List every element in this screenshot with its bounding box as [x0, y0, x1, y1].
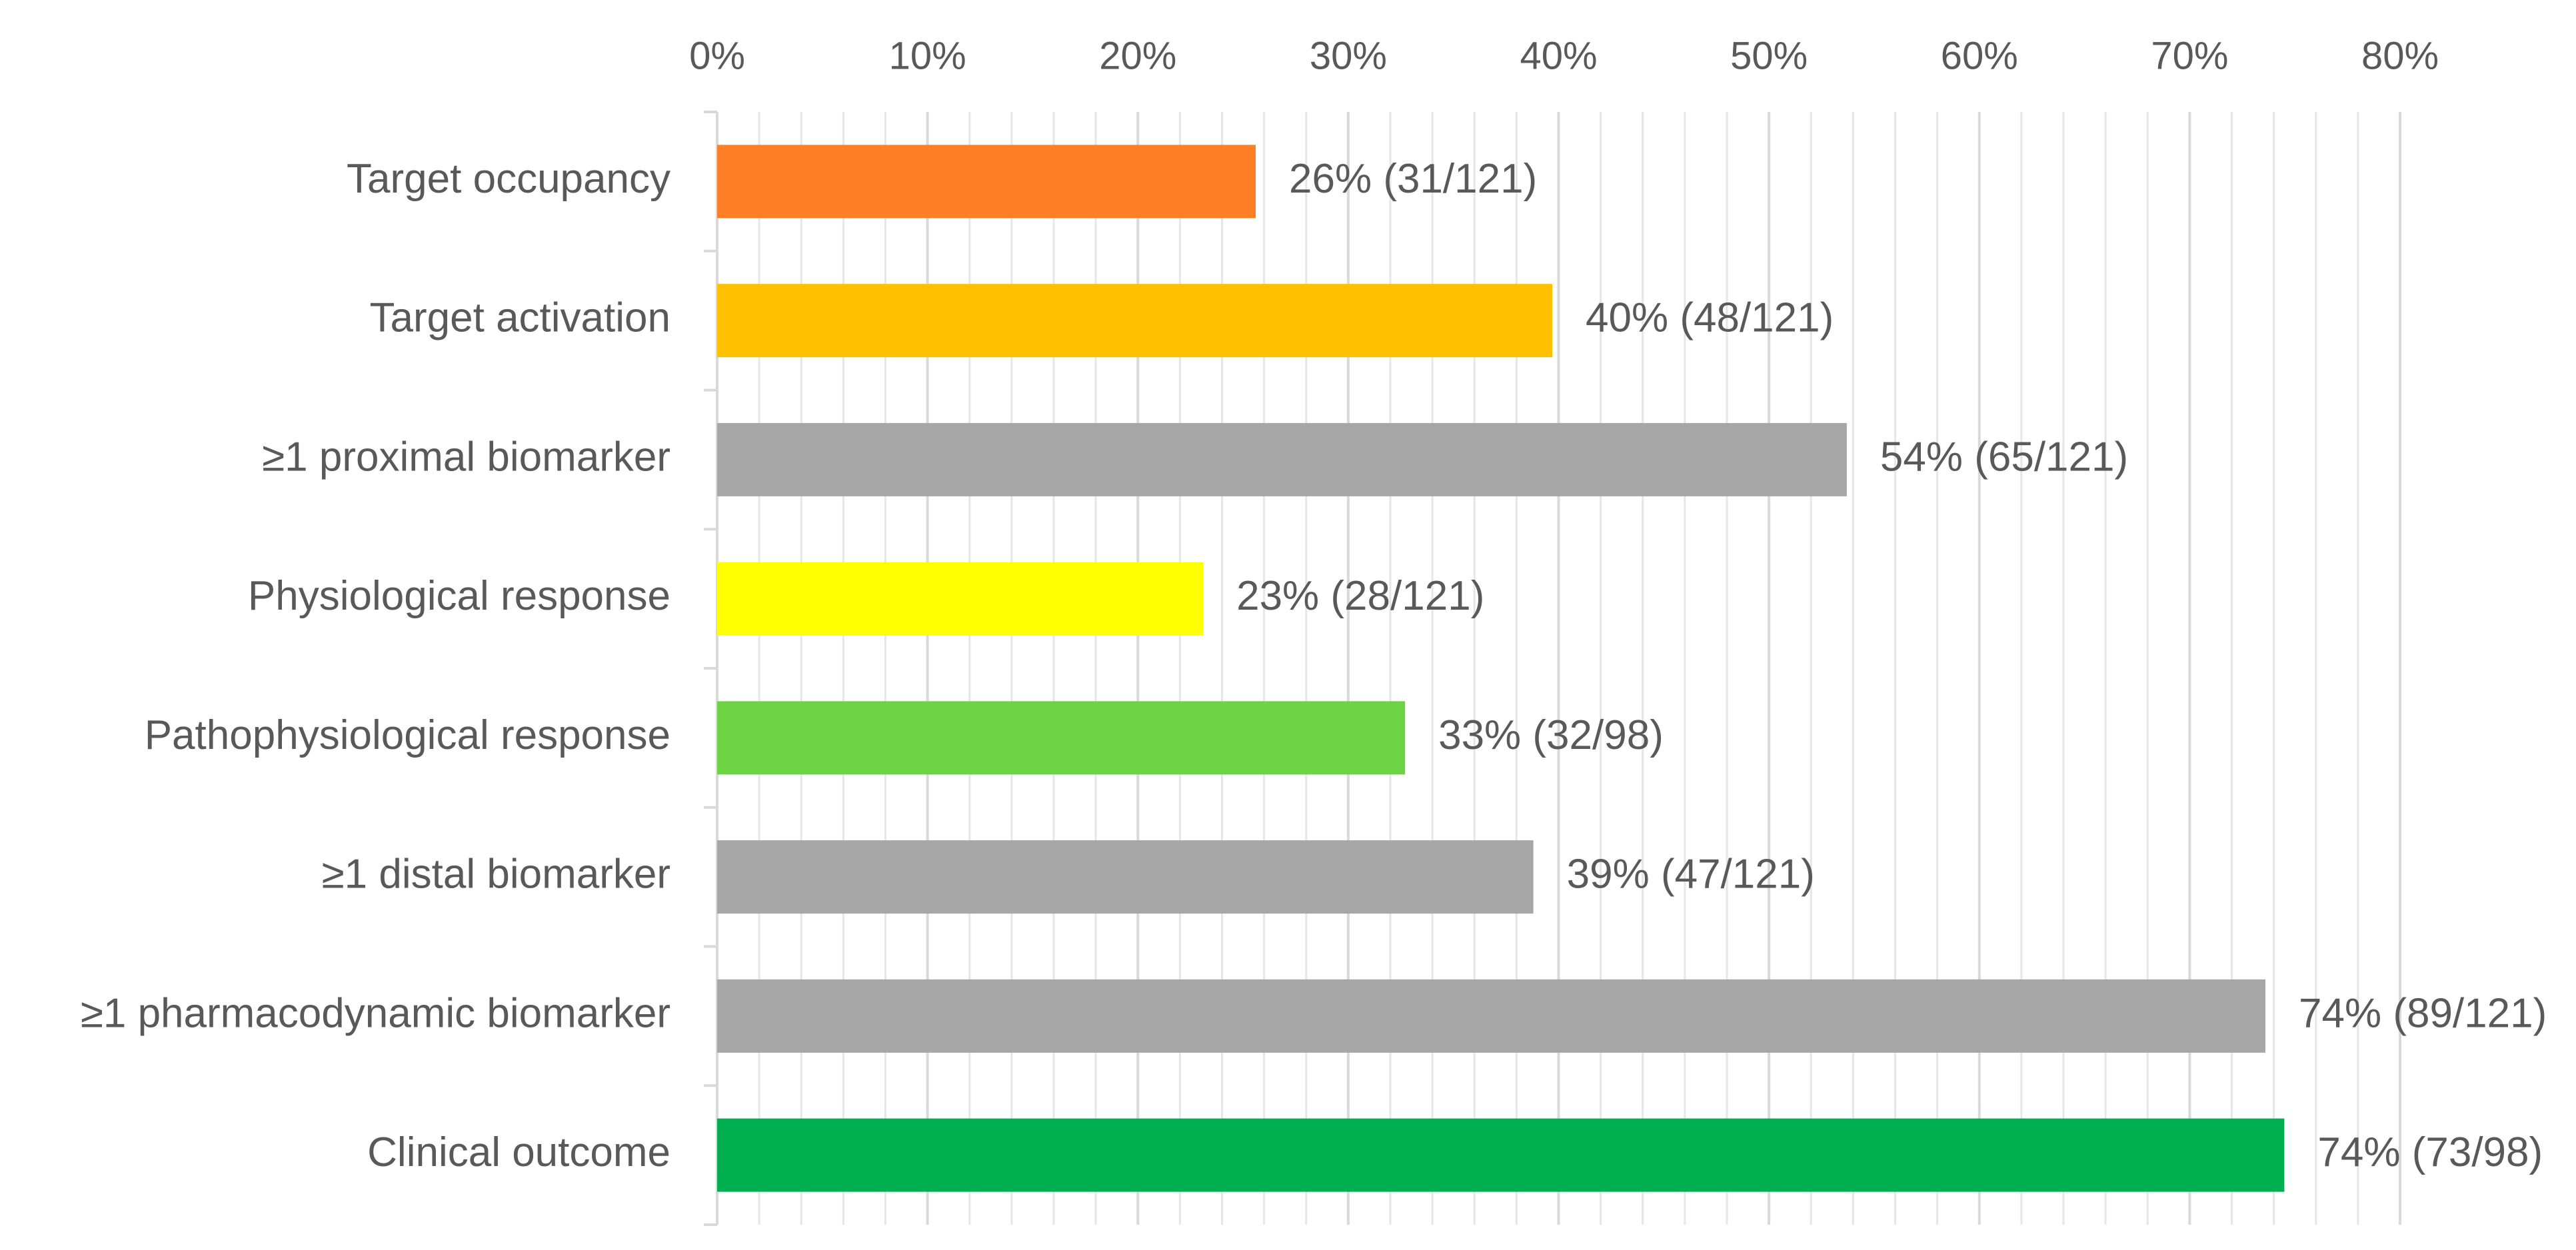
category-label: Physiological response: [248, 573, 670, 619]
bar: [717, 979, 2265, 1053]
x-tick-label: 0%: [689, 34, 745, 77]
x-tick-label: 50%: [1730, 34, 1808, 77]
x-tick-label: 60%: [1941, 34, 2018, 77]
data-label: 33% (32/98): [1438, 712, 1664, 758]
bar: [717, 1118, 2285, 1192]
x-tick-label: 80%: [2361, 34, 2439, 77]
x-tick-label: 70%: [2151, 34, 2228, 77]
bar: [717, 562, 1204, 636]
category-label: ≥1 proximal biomarker: [262, 434, 670, 480]
bar: [717, 701, 1406, 775]
data-label: 39% (47/121): [1567, 852, 1815, 898]
category-label: Pathophysiological response: [145, 712, 670, 758]
data-label: 26% (31/121): [1289, 156, 1537, 202]
category-label: Target activation: [370, 295, 670, 341]
grid-lines: [758, 112, 2401, 1225]
bar: [717, 422, 1847, 496]
data-label: 54% (65/121): [1880, 434, 2128, 480]
bars: [717, 145, 2285, 1192]
category-label: ≥1 pharmacodynamic biomarker: [81, 990, 670, 1036]
category-label: ≥1 distal biomarker: [322, 852, 670, 898]
x-tick-label: 40%: [1520, 34, 1597, 77]
x-tick-label: 30%: [1310, 34, 1387, 77]
category-label: Target occupancy: [347, 156, 670, 202]
bar: [717, 840, 1534, 914]
bar: [717, 145, 1256, 219]
x-tick-label: 10%: [889, 34, 966, 77]
data-label: 23% (28/121): [1236, 573, 1484, 619]
data-label: 40% (48/121): [1586, 295, 1834, 341]
labels: Target occupancy 26% (31/121) Target activ…: [81, 156, 2547, 1175]
category-label: Clinical outcome: [367, 1129, 670, 1175]
x-tick-label: 20%: [1099, 34, 1176, 77]
bar: [717, 284, 1553, 358]
data-label: 74% (89/121): [2299, 990, 2547, 1036]
data-label: 74% (73/98): [2317, 1129, 2543, 1175]
